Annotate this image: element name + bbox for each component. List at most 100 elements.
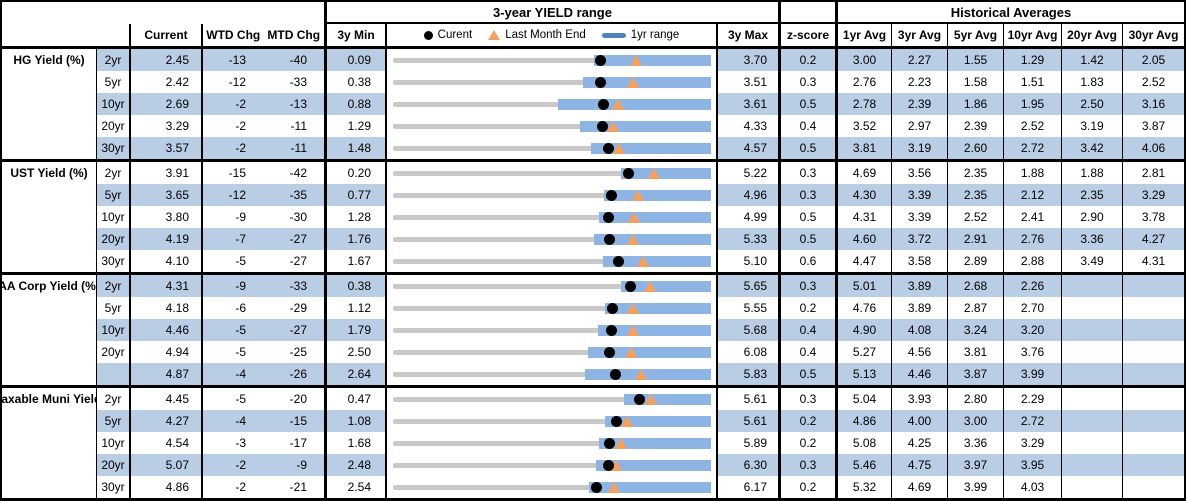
cell-wtd-chg: -12 — [201, 184, 263, 206]
cell-avg-20yr-avg: 1.83 — [1061, 71, 1122, 93]
cell-avg-5yr-avg: 3.81 — [947, 341, 1003, 363]
last-month-marker — [645, 393, 658, 405]
cell-avg-1yr-avg: 4.60 — [835, 228, 891, 250]
range-track — [393, 319, 711, 341]
current-marker — [622, 167, 634, 179]
last-month-marker — [608, 481, 621, 493]
cell-tenor: 2yr — [96, 388, 129, 410]
1yr-range-bar — [604, 302, 711, 314]
cell-3y-min: 1.67 — [324, 250, 385, 272]
cell-3y-min: 1.08 — [324, 410, 385, 432]
cell-mtd-chg: -29 — [289, 301, 307, 315]
cell-tenor: 20yr — [96, 228, 129, 250]
table-row: 5yr 3.65 -12 -35 0.77 4.96 0.3 4.30 3.39 2.35 2.12… — [96, 184, 1184, 206]
cell-avg-30yr-avg — [1122, 432, 1184, 454]
range-chart-title: 3-year YIELD range — [324, 2, 778, 24]
cell-avg-10yr-avg: 3.29 — [1003, 432, 1061, 454]
cell-avg-3yr-avg: 4.08 — [891, 319, 947, 341]
cell-current: 3.57 — [129, 137, 201, 159]
cell-3y-min: 2.54 — [324, 476, 385, 498]
table-row: 10yr 4.54 -3 -17 1.68 5.89 0.2 5.08 4.25 3.36 3.29 — [96, 432, 1184, 454]
cell-3y-max: 5.10 — [716, 250, 778, 272]
cell-3y-max: 5.61 — [716, 388, 778, 410]
cell-z-score: 0.5 — [778, 228, 835, 250]
current-marker — [624, 280, 636, 292]
cell-avg-30yr-avg: 2.81 — [1122, 162, 1184, 184]
range-track — [393, 71, 711, 93]
cell-avg-30yr-avg: 3.87 — [1122, 115, 1184, 137]
current-dot-icon — [423, 30, 433, 40]
cell-z-score: 0.5 — [778, 363, 835, 385]
section-rows: 2yr 4.31 -9 -33 0.38 5.65 0.3 5.01 3.89 2.68 2.26 5… — [96, 275, 1184, 385]
current-marker — [603, 459, 615, 471]
cell-current: 4.10 — [129, 250, 201, 272]
cell-3y-max: 5.61 — [716, 410, 778, 432]
cell-current: 3.80 — [129, 206, 201, 228]
legend-current: Curent — [423, 29, 472, 41]
group-header-row: 3-year YIELD range Historical Averages — [2, 2, 1184, 24]
header-blank-left — [2, 2, 324, 24]
cell-z-score: 0.5 — [778, 137, 835, 159]
1yr-range-bar — [582, 76, 711, 88]
cell-mtd-chg: -11 — [263, 137, 324, 159]
cell-3y-min: 0.09 — [324, 49, 385, 71]
cell-z-score: 0.3 — [778, 162, 835, 184]
cell-avg-20yr-avg: 2.90 — [1061, 206, 1122, 228]
1yr-range-bar — [605, 415, 711, 427]
3y-range-bar — [393, 349, 711, 355]
cell-avg-20yr-avg: 1.88 — [1061, 162, 1122, 184]
cell-avg-1yr-avg: 4.76 — [835, 297, 891, 319]
current-marker — [595, 54, 607, 66]
cell-3y-max: 5.89 — [716, 432, 778, 454]
current-marker — [605, 324, 617, 336]
cell-avg-10yr-avg: 1.51 — [1003, 71, 1061, 93]
range-chart-cell — [385, 275, 716, 297]
cell-avg-10yr-avg: 2.72 — [1003, 137, 1061, 159]
cell-mtd-chg: -21 — [289, 480, 307, 494]
cell-mtd-chg: -42 — [289, 166, 307, 180]
range-chart-cell — [385, 476, 716, 498]
3y-range-bar — [393, 170, 711, 176]
chart-legend: Curent Last Month End 1yr range — [385, 24, 716, 46]
cell-avg-5yr-avg: 2.80 — [947, 388, 1003, 410]
1yr-range-bar — [588, 346, 711, 358]
cell-avg-30yr-avg: 3.16 — [1122, 93, 1184, 115]
cell-3y-min: 0.47 — [324, 388, 385, 410]
cell-wtd-chg: -9 — [201, 275, 263, 297]
cell-3y-min: 0.38 — [324, 71, 385, 93]
cell-avg-5yr-avg: 3.97 — [947, 454, 1003, 476]
cell-avg-10yr-avg: 2.12 — [1003, 184, 1061, 206]
header-wtd-chg: WTD Chg — [206, 28, 261, 42]
cell-avg-3yr-avg: 2.27 — [891, 49, 947, 71]
cell-avg-1yr-avg: 5.01 — [835, 275, 891, 297]
cell-z-score: 0.3 — [778, 71, 835, 93]
table-section: UST Yield (%) 2yr 3.91 -15 -42 0.20 5.22 0.3 4.6… — [2, 159, 1184, 272]
header-mtd-chg: MTD Chg — [267, 28, 321, 42]
range-chart-cell — [385, 137, 716, 159]
cell-avg-10yr-avg: 2.72 — [1003, 410, 1061, 432]
cell-avg-10yr-avg: 3.95 — [1003, 454, 1061, 476]
current-marker — [596, 120, 608, 132]
cell-avg-5yr-avg: 2.35 — [947, 162, 1003, 184]
cell-z-score: 0.3 — [778, 454, 835, 476]
cell-3y-max: 5.68 — [716, 319, 778, 341]
table-row: 10yr 2.69 -2 -13 0.88 3.61 0.5 2.78 2.39 1.86 1.95… — [96, 93, 1184, 115]
last-month-marker — [648, 167, 661, 179]
table-row: 30yr 4.86 -2 -21 2.54 6.17 0.2 5.32 4.69 3.99 4.03 — [96, 476, 1184, 498]
cell-avg-20yr-avg — [1061, 388, 1122, 410]
table-row: 2yr 4.31 -9 -33 0.38 5.65 0.3 5.01 3.89 2.68 2.26 — [96, 275, 1184, 297]
cell-z-score: 0.6 — [778, 250, 835, 272]
range-track — [393, 341, 711, 363]
cell-mtd-chg: -9 — [263, 454, 324, 476]
range-track — [393, 363, 711, 385]
cell-wtd-chg: -13 — [201, 49, 263, 71]
cell-avg-30yr-avg: 4.31 — [1122, 250, 1184, 272]
cell-avg-30yr-avg: 4.06 — [1122, 137, 1184, 159]
current-marker — [603, 211, 615, 223]
range-chart-cell — [385, 363, 716, 385]
current-marker — [594, 76, 606, 88]
cell-avg-3yr-avg: 3.39 — [891, 184, 947, 206]
cell-z-score: 0.2 — [778, 432, 835, 454]
cell-current: 4.87 — [129, 363, 201, 385]
range-dash-icon — [601, 32, 626, 38]
